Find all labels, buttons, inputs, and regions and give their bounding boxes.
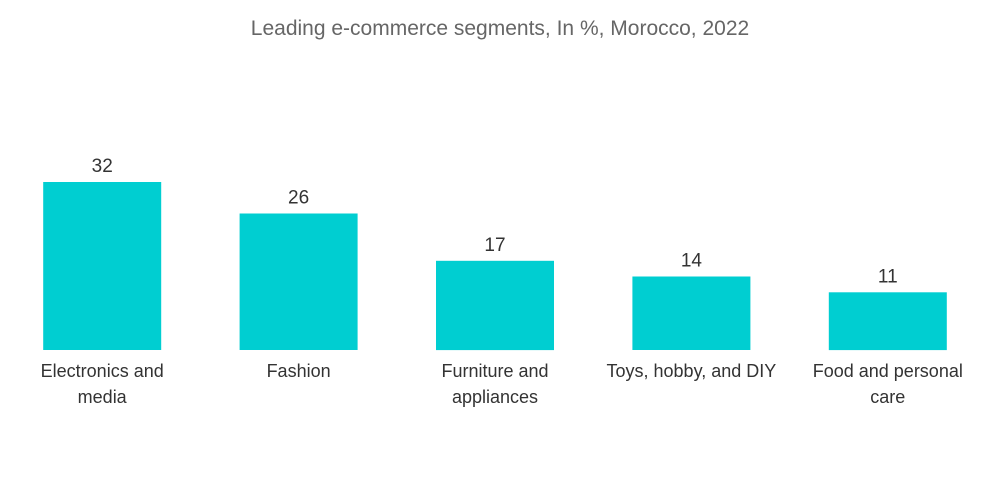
bar-value-label: 11	[878, 266, 898, 287]
bar-value-label: 17	[484, 235, 505, 256]
x-tick-label: Toys, hobby, and DIY	[607, 361, 777, 381]
x-tick-labels-layer: Electronics and media Fashion Furniture and…	[41, 361, 963, 407]
bar	[436, 260, 554, 351]
bar	[632, 276, 751, 350]
value-labels-layer: 32 26 17 14 11	[92, 156, 898, 287]
bar	[828, 292, 947, 351]
x-tick-label: Furniture and appliances	[441, 361, 548, 407]
x-tick-label: Electronics and media	[41, 361, 164, 407]
chart-title: Leading e-commerce segments, In %, Moroc…	[250, 17, 750, 40]
bar-value-label: 14	[681, 251, 703, 272]
bar	[43, 182, 162, 350]
bars-layer	[43, 182, 947, 351]
bar	[239, 213, 358, 350]
bar-value-label: 32	[92, 156, 113, 177]
x-tick-label: Fashion	[267, 361, 331, 381]
bar-value-label: 26	[288, 188, 309, 209]
x-tick-label: Food and personal care	[813, 361, 963, 407]
